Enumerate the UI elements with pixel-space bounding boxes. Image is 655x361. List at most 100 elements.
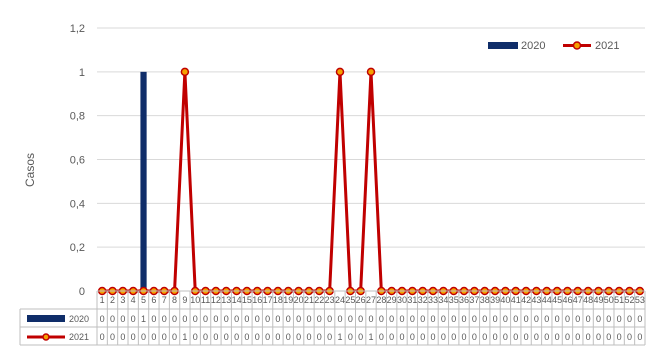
x-tick-label: 51 (614, 295, 624, 305)
table-cell: 0 (524, 332, 529, 342)
table-cell: 0 (627, 314, 632, 324)
x-tick-label: 23 (325, 295, 335, 305)
table-key-2021-marker (42, 333, 50, 341)
table-cell: 0 (255, 314, 260, 324)
legend-swatch-2021-marker (572, 41, 582, 50)
table-cell: 0 (389, 332, 394, 342)
x-tick-label: 21 (304, 295, 314, 305)
table-cell: 0 (555, 332, 560, 342)
table-cell: 0 (513, 332, 518, 342)
table-row-label-2020: 2020 (69, 314, 89, 324)
x-tick-label: 22 (314, 295, 324, 305)
table-cell: 0 (358, 332, 363, 342)
table-cell: 0 (234, 332, 239, 342)
table-row-label-2021: 2021 (69, 332, 89, 342)
table-cell: 0 (162, 314, 167, 324)
table-cell: 0 (182, 314, 187, 324)
table-cell: 0 (431, 332, 436, 342)
table-cell: 0 (420, 314, 425, 324)
table-cell: 0 (627, 332, 632, 342)
table-cell: 0 (544, 314, 549, 324)
table-cell: 0 (596, 314, 601, 324)
table-cell: 0 (606, 314, 611, 324)
table-key-2020 (27, 315, 65, 322)
x-tick-label: 28 (376, 295, 386, 305)
table-cell: 0 (244, 332, 249, 342)
x-tick-label: 11 (201, 295, 210, 305)
x-tick-label: 16 (252, 295, 262, 305)
table-cell: 0 (317, 314, 322, 324)
table-cell: 0 (131, 314, 136, 324)
x-tick-label: 19 (283, 295, 293, 305)
table-cell: 0 (213, 314, 218, 324)
table-cell: 0 (141, 332, 146, 342)
table-cell: 0 (255, 332, 260, 342)
data-table: 1 2 3 4 5 6 7 8 9 10 11 12 13 14 15 16 17 18 19 20 21 22 23 24 2… (19, 290, 646, 346)
table-cell: 0 (575, 332, 580, 342)
table-cell: 0 (120, 314, 125, 324)
x-tick-label: 18 (273, 295, 283, 305)
table-cell: 0 (296, 314, 301, 324)
table-cell: 0 (203, 332, 208, 342)
x-tick-label: 26 (356, 295, 366, 305)
table-cell: 0 (379, 314, 384, 324)
table-cell: 0 (327, 314, 332, 324)
bar-2020 (140, 71, 147, 291)
table-cell: 0 (120, 332, 125, 342)
table-cell: 0 (503, 314, 508, 324)
table-cell: 0 (327, 332, 332, 342)
x-tick-label: 12 (211, 295, 221, 305)
table-cell: 0 (162, 332, 167, 342)
x-tick-label: 52 (624, 295, 634, 305)
x-tick-label: 45 (552, 295, 562, 305)
point-2021 (335, 67, 345, 77)
x-tick-label: 17 (263, 295, 273, 305)
x-tick-label: 4 (131, 295, 136, 305)
table-cell: 0 (586, 314, 591, 324)
x-tick-label: 25 (345, 295, 355, 305)
table-cell: 0 (472, 314, 477, 324)
x-tick-label: 3 (120, 295, 125, 305)
point-2021 (180, 67, 190, 77)
table-cell: 0 (389, 314, 394, 324)
table-cell: 0 (544, 332, 549, 342)
table-cell: 0 (368, 314, 373, 324)
x-tick-label: 42 (521, 295, 531, 305)
table-cell: 0 (100, 332, 105, 342)
table-cell: 0 (472, 332, 477, 342)
line-2021 (102, 70, 640, 293)
table-cell: 0 (524, 314, 529, 324)
table-cell: 0 (565, 314, 570, 324)
x-tick-label: 27 (366, 295, 376, 305)
y-tick-label: 1,2 (70, 23, 85, 35)
table-cell: 0 (410, 332, 415, 342)
y-tick-label: 0,2 (70, 242, 85, 254)
y-tick-label: 1 (79, 67, 85, 79)
x-tick-label: 5 (141, 295, 146, 305)
table-cell: 0 (617, 332, 622, 342)
x-tick-label: 31 (407, 295, 417, 305)
legend-swatch-2020 (488, 42, 518, 49)
table-cell: 0 (306, 314, 311, 324)
table-cell: 1 (337, 332, 342, 342)
x-tick-label: 34 (438, 295, 448, 305)
table-cell: 0 (482, 332, 487, 342)
table-cell: 1 (141, 314, 146, 324)
table-cell: 0 (275, 332, 280, 342)
table-cell: 0 (379, 332, 384, 342)
gridlines (97, 27, 645, 292)
legend-label-2020: 2020 (521, 40, 545, 52)
table-cell: 0 (493, 332, 498, 342)
table-cell: 0 (400, 332, 405, 342)
table-cell: 0 (286, 332, 291, 342)
table-cell: 0 (513, 314, 518, 324)
table-cell: 0 (534, 332, 539, 342)
table-cell: 0 (317, 332, 322, 342)
table-cell: 0 (637, 314, 642, 324)
x-tick-label: 44 (542, 295, 552, 305)
x-tick-label: 33 (428, 295, 438, 305)
table-cell: 0 (193, 332, 198, 342)
table-cell: 0 (296, 332, 301, 342)
